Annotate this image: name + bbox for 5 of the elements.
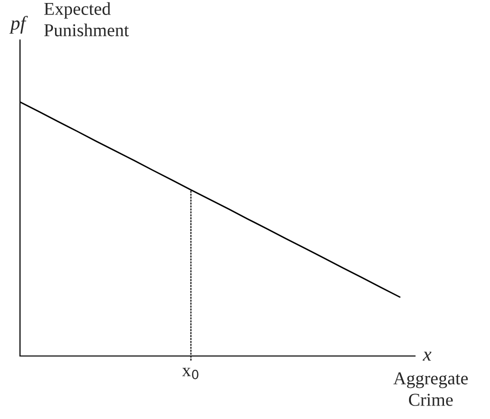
text: Aggregate Crime: [393, 372, 468, 406]
text: Expected Punishment: [44, 2, 129, 36]
x-axis-title: x: [422, 352, 432, 361]
annotation: x$_{0}$: [182, 368, 198, 380]
y-axis-title: pf: [9, 16, 28, 34]
